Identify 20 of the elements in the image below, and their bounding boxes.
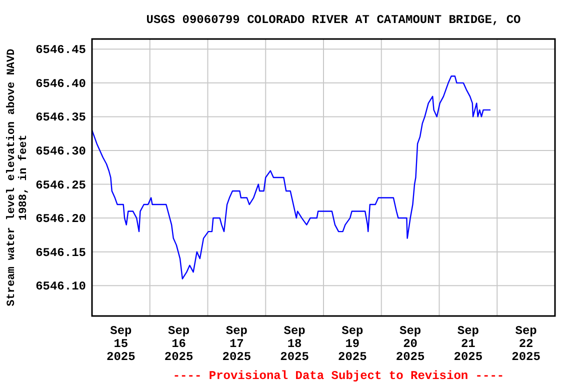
y-tick-label: 6546.30 [36, 144, 86, 158]
y-tick-label: 6546.40 [36, 76, 86, 91]
line-series [91, 76, 492, 280]
x-tick-label: Sep 19 2025 [338, 324, 367, 364]
x-tick-label: Sep 18 2025 [280, 324, 309, 364]
x-tick-label: Sep 21 2025 [454, 324, 483, 364]
text: ---- Provisional Data Subject to Revision ---- [172, 369, 504, 383]
x-tick-label: Sep 15 2025 [106, 324, 136, 364]
x-tick-label: Sep 17 2025 [222, 324, 252, 364]
y-tick-label: 6546.45 [36, 43, 86, 58]
chart-title: USGS 09060799 COLORADO RIVER AT CATAMOUNT BRIDGE, CO [146, 13, 521, 27]
y-axis-title: Stream water level elevation above NAVD 1988, in feet [6, 48, 30, 306]
y-tick-label: 6546.35 [36, 110, 86, 125]
x-tick-label: Sep 20 2025 [396, 324, 425, 364]
x-tick-label: Sep 22 2025 [512, 324, 540, 364]
y-tick-label: 6546.10 [36, 280, 86, 294]
y-tick-label: 6546.20 [36, 212, 86, 226]
y-tick-label: 6546.25 [36, 178, 86, 192]
y-tick-label: 6546.15 [36, 246, 86, 260]
x-tick-label: Sep 16 2025 [164, 324, 194, 364]
